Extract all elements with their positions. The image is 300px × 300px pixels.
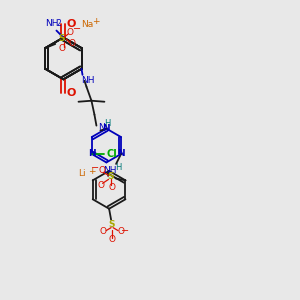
Text: O: O xyxy=(109,235,116,244)
Text: O: O xyxy=(59,44,66,53)
Text: H: H xyxy=(104,119,111,128)
Text: O: O xyxy=(98,166,105,175)
Text: O: O xyxy=(67,28,74,37)
Text: H: H xyxy=(115,164,121,172)
Text: +: + xyxy=(92,16,100,26)
Text: N: N xyxy=(98,123,105,132)
Text: Li: Li xyxy=(78,169,85,178)
Text: O: O xyxy=(97,181,104,190)
Text: O: O xyxy=(118,227,124,236)
Text: O: O xyxy=(67,88,76,98)
Text: −: − xyxy=(73,24,81,34)
Text: N: N xyxy=(117,149,125,158)
Text: S: S xyxy=(58,34,64,43)
Text: −: − xyxy=(91,164,99,173)
Text: S: S xyxy=(109,220,115,229)
Text: N: N xyxy=(103,124,110,133)
Text: NH: NH xyxy=(103,167,117,176)
Text: O: O xyxy=(67,19,76,28)
Text: −: − xyxy=(121,226,129,236)
Text: NH: NH xyxy=(81,76,94,85)
Text: O: O xyxy=(100,227,106,236)
Text: O: O xyxy=(69,40,76,49)
Text: 2: 2 xyxy=(56,19,61,28)
Text: Na: Na xyxy=(81,20,93,28)
Text: N: N xyxy=(88,149,95,158)
Text: S: S xyxy=(107,172,114,181)
Text: Cl: Cl xyxy=(106,149,117,159)
Text: +: + xyxy=(88,167,95,176)
Text: NH: NH xyxy=(45,19,58,28)
Text: O: O xyxy=(108,183,115,192)
